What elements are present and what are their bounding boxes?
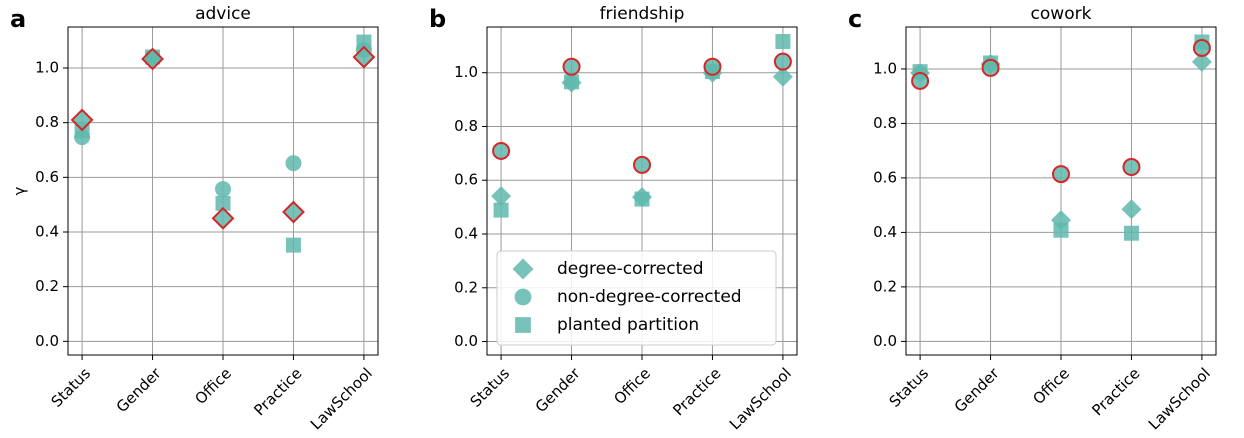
y-tick-label: 0.2 <box>454 278 478 296</box>
y-tick-label: 1.0 <box>873 59 897 77</box>
marker-diamond <box>491 186 512 207</box>
marker-circle <box>911 71 930 90</box>
marker-circle <box>1052 165 1070 184</box>
marker-square <box>1053 222 1069 238</box>
marker-diamond <box>211 206 235 230</box>
x-tick-label: Gender <box>532 364 584 416</box>
plot-frame <box>67 26 379 356</box>
x-tick-label: Status <box>467 364 514 411</box>
marker-square <box>634 191 650 207</box>
marker-circle <box>633 155 651 174</box>
marker-circle <box>703 57 722 76</box>
y-tick-label: 0.6 <box>873 168 897 186</box>
marker-diamond <box>1121 199 1142 220</box>
chart-title: friendship <box>600 4 685 24</box>
marker-square <box>1123 225 1139 241</box>
x-tick-label: LawSchool <box>307 364 376 433</box>
marker-circle <box>285 155 302 172</box>
marker-circle <box>1122 158 1141 177</box>
plot-frame <box>905 26 1217 356</box>
x-tick-label: Office <box>1029 364 1073 408</box>
x-tick-label: Office <box>610 364 654 408</box>
marker-diamond <box>1191 51 1212 72</box>
marker-diamond <box>141 47 164 71</box>
chart-title: cowork <box>1031 4 1092 24</box>
y-tick-label: 0.2 <box>35 277 59 295</box>
x-tick-label: Practice <box>1088 364 1143 419</box>
y-tick-label: 0.2 <box>873 277 897 295</box>
marker-square <box>493 202 509 218</box>
plot-frame <box>486 26 798 356</box>
x-tick-label: LawSchool <box>1145 364 1214 433</box>
marker-circle <box>492 141 511 160</box>
marker-circle <box>215 181 231 198</box>
x-tick-label: Gender <box>951 364 1003 416</box>
x-tick-label: Office <box>191 364 235 408</box>
panel-label: a <box>10 5 26 33</box>
y-tick-label: 1.0 <box>35 59 59 77</box>
legend-label: non-degree-corrected <box>557 287 742 307</box>
y-tick-label: 0.4 <box>454 225 478 243</box>
legend-label: degree-corrected <box>557 259 703 279</box>
y-tick-label: 0.6 <box>454 171 478 189</box>
marker-circle <box>1192 38 1211 57</box>
marker-square <box>285 237 301 253</box>
x-tick-label: Gender <box>113 364 165 416</box>
x-tick-label: Practice <box>669 364 724 419</box>
marker-circle <box>562 57 581 76</box>
y-tick-label: 0.0 <box>35 332 59 350</box>
marker-square <box>215 195 231 211</box>
y-tick-label: 0.4 <box>873 223 897 241</box>
panel-label: b <box>429 5 446 33</box>
legend-box <box>496 250 777 346</box>
y-tick-label: 0.6 <box>35 168 59 186</box>
y-tick-label: 0.0 <box>873 332 897 350</box>
marker-diamond <box>352 45 376 69</box>
y-tick-label: 1.0 <box>454 63 478 81</box>
x-tick-label: Practice <box>250 364 305 419</box>
x-tick-label: LawSchool <box>726 364 795 433</box>
marker-diamond <box>512 258 534 280</box>
x-tick-label: Status <box>48 364 95 411</box>
marker-diamond <box>282 200 305 224</box>
y-axis-label: γ <box>11 186 29 195</box>
y-tick-label: 0.8 <box>35 113 59 131</box>
y-tick-label: 0.4 <box>35 223 59 241</box>
y-tick-label: 0.0 <box>454 332 478 350</box>
marker-diamond <box>70 108 94 132</box>
chart-title: advice <box>195 4 251 24</box>
marker-square <box>564 74 580 90</box>
legend-label: planted partition <box>557 315 699 335</box>
y-tick-label: 0.8 <box>873 114 897 132</box>
marker-circle <box>74 129 91 146</box>
marker-square <box>515 317 531 333</box>
marker-diamond <box>772 66 793 87</box>
panel-label: c <box>848 5 862 33</box>
marker-circle <box>514 288 532 306</box>
x-tick-label: Status <box>886 364 933 411</box>
marker-circle <box>981 58 1000 77</box>
marker-square <box>775 34 791 50</box>
y-tick-label: 0.8 <box>454 117 478 135</box>
marker-circle <box>773 52 792 71</box>
